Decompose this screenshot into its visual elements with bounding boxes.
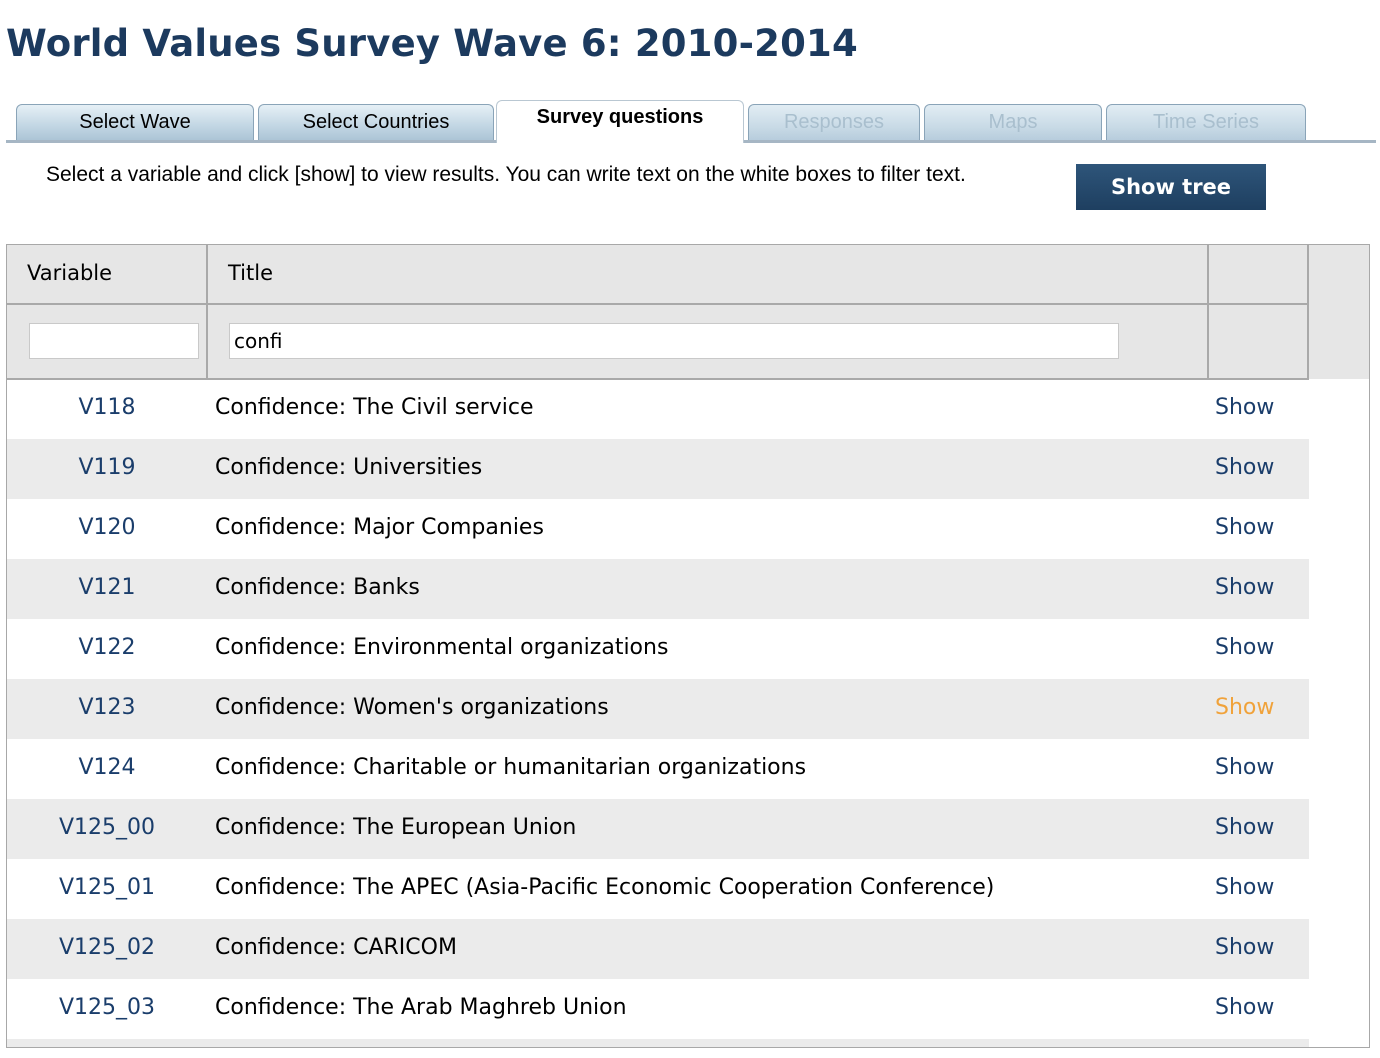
table-row: V119 Confidence: Universities Show	[7, 439, 1309, 499]
variables-table: Variable Title V118 Confidence: The Civi…	[6, 244, 1370, 1048]
variable-code: V125_03	[58, 995, 156, 1020]
variable-title: Confidence: The APEC (Asia-Pacific Econo…	[215, 875, 995, 900]
table-row: V125_01 Confidence: The APEC (Asia-Pacif…	[7, 859, 1309, 919]
variable-title: Confidence: The Civil service	[215, 395, 534, 420]
column-header-variable: Variable	[7, 245, 208, 305]
table-row: V125_00 Confidence: The European Union S…	[7, 799, 1309, 859]
tab-maps: Maps	[924, 104, 1102, 142]
table-row: V125_02 Confidence: CARICOM Show	[7, 919, 1309, 979]
title-filter-cell	[208, 305, 1209, 379]
tab-bar: Select Wave Select Countries Survey ques…	[16, 100, 1316, 143]
show-link[interactable]: Show	[1215, 995, 1275, 1020]
column-header-action	[1209, 245, 1309, 305]
instructions-text: Select a variable and click [show] to vi…	[46, 163, 966, 186]
table-row: V118 Confidence: The Civil service Show	[7, 379, 1309, 439]
variable-code: V121	[78, 575, 136, 600]
variable-code: V125_01	[58, 875, 156, 900]
table-row: V122 Confidence: Environmental organizat…	[7, 619, 1309, 679]
tab-survey-questions[interactable]: Survey questions	[496, 100, 744, 143]
show-tree-button[interactable]: Show tree	[1076, 164, 1266, 210]
variable-code: V120	[78, 515, 136, 540]
show-link[interactable]: Show	[1215, 815, 1275, 840]
title-filter-input[interactable]	[229, 323, 1119, 359]
show-link[interactable]: Show	[1215, 635, 1275, 660]
variable-title: Confidence: Environmental organizations	[215, 635, 669, 660]
tab-time-series: Time Series	[1106, 104, 1306, 142]
variable-title: Confidence: Women's organizations	[215, 695, 609, 720]
table-row: V124 Confidence: Charitable or humanitar…	[7, 739, 1309, 799]
variable-code: V125_02	[58, 935, 156, 960]
show-link[interactable]: Show	[1215, 455, 1275, 480]
table-row: V123 Confidence: Women's organizations S…	[7, 679, 1309, 739]
action-filter-cell	[1209, 305, 1309, 379]
variable-code: V123	[78, 695, 136, 720]
show-link[interactable]: Show	[1215, 755, 1275, 780]
show-link[interactable]: Show	[1215, 575, 1275, 600]
variable-code: V118	[78, 395, 136, 420]
tab-select-wave[interactable]: Select Wave	[16, 104, 254, 142]
tab-responses: Responses	[748, 104, 920, 142]
tab-select-countries[interactable]: Select Countries	[258, 104, 494, 142]
variable-code: V122	[78, 635, 136, 660]
variable-title: Confidence: The European Union	[215, 815, 577, 840]
page-title: World Values Survey Wave 6: 2010-2014	[6, 22, 858, 65]
variable-code: V125_00	[58, 815, 156, 840]
show-link[interactable]: Show	[1215, 515, 1275, 540]
table-header: Variable Title	[7, 245, 1309, 380]
variable-title: Confidence: Charitable or humanitarian o…	[215, 755, 807, 780]
variable-filter-input[interactable]	[29, 323, 199, 359]
table-row-partial	[7, 1039, 1309, 1047]
table-scroll-area	[1309, 245, 1369, 379]
table-row: V120 Confidence: Major Companies Show	[7, 499, 1309, 559]
show-link[interactable]: Show	[1215, 875, 1275, 900]
show-link[interactable]: Show	[1215, 395, 1275, 420]
variable-code: V124	[78, 755, 136, 780]
table-row: V121 Confidence: Banks Show	[7, 559, 1309, 619]
show-link[interactable]: Show	[1215, 935, 1275, 960]
show-link[interactable]: Show	[1215, 695, 1275, 720]
variable-code: V119	[78, 455, 136, 480]
variable-filter-cell	[7, 305, 208, 379]
variable-title: Confidence: Banks	[215, 575, 420, 600]
column-header-title: Title	[208, 245, 1209, 305]
table-row: V125_03 Confidence: The Arab Maghreb Uni…	[7, 979, 1309, 1039]
variable-title: Confidence: Universities	[215, 455, 483, 480]
variable-title: Confidence: CARICOM	[215, 935, 457, 960]
variable-title: Confidence: The Arab Maghreb Union	[215, 995, 627, 1020]
variable-title: Confidence: Major Companies	[215, 515, 544, 540]
